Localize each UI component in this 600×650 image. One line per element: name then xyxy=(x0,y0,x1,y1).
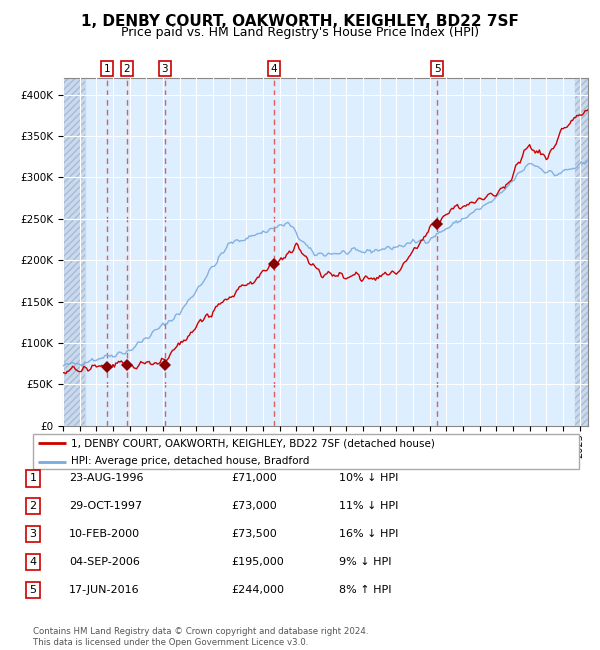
Text: 9% ↓ HPI: 9% ↓ HPI xyxy=(339,557,391,567)
Text: 2: 2 xyxy=(124,64,130,74)
Text: £195,000: £195,000 xyxy=(231,557,284,567)
Text: 8% ↑ HPI: 8% ↑ HPI xyxy=(339,585,391,595)
Text: £73,500: £73,500 xyxy=(231,529,277,539)
FancyBboxPatch shape xyxy=(33,434,579,469)
Text: 1: 1 xyxy=(29,473,37,484)
Text: 1, DENBY COURT, OAKWORTH, KEIGHLEY, BD22 7SF (detached house): 1, DENBY COURT, OAKWORTH, KEIGHLEY, BD22… xyxy=(71,438,435,448)
Text: 23-AUG-1996: 23-AUG-1996 xyxy=(69,473,143,484)
Text: Price paid vs. HM Land Registry's House Price Index (HPI): Price paid vs. HM Land Registry's House … xyxy=(121,26,479,39)
Text: £244,000: £244,000 xyxy=(231,585,284,595)
Text: 5: 5 xyxy=(29,585,37,595)
Text: 16% ↓ HPI: 16% ↓ HPI xyxy=(339,529,398,539)
Text: 4: 4 xyxy=(29,557,37,567)
Text: 10% ↓ HPI: 10% ↓ HPI xyxy=(339,473,398,484)
Text: £73,000: £73,000 xyxy=(231,501,277,512)
Bar xyxy=(63,78,85,426)
Bar xyxy=(575,78,588,426)
Text: £71,000: £71,000 xyxy=(231,473,277,484)
Text: Contains HM Land Registry data © Crown copyright and database right 2024.
This d: Contains HM Land Registry data © Crown c… xyxy=(33,627,368,647)
Text: 1: 1 xyxy=(104,64,110,74)
Text: 2: 2 xyxy=(29,501,37,512)
Text: 3: 3 xyxy=(161,64,168,74)
Bar xyxy=(63,78,85,426)
Text: 4: 4 xyxy=(271,64,278,74)
Text: HPI: Average price, detached house, Bradford: HPI: Average price, detached house, Brad… xyxy=(71,456,310,467)
Text: 11% ↓ HPI: 11% ↓ HPI xyxy=(339,501,398,512)
Text: 1, DENBY COURT, OAKWORTH, KEIGHLEY, BD22 7SF: 1, DENBY COURT, OAKWORTH, KEIGHLEY, BD22… xyxy=(81,14,519,29)
Bar xyxy=(575,78,588,426)
Text: 10-FEB-2000: 10-FEB-2000 xyxy=(69,529,140,539)
Text: 17-JUN-2016: 17-JUN-2016 xyxy=(69,585,140,595)
Text: 04-SEP-2006: 04-SEP-2006 xyxy=(69,557,140,567)
Text: 29-OCT-1997: 29-OCT-1997 xyxy=(69,501,142,512)
Text: 5: 5 xyxy=(434,64,440,74)
Text: 3: 3 xyxy=(29,529,37,539)
